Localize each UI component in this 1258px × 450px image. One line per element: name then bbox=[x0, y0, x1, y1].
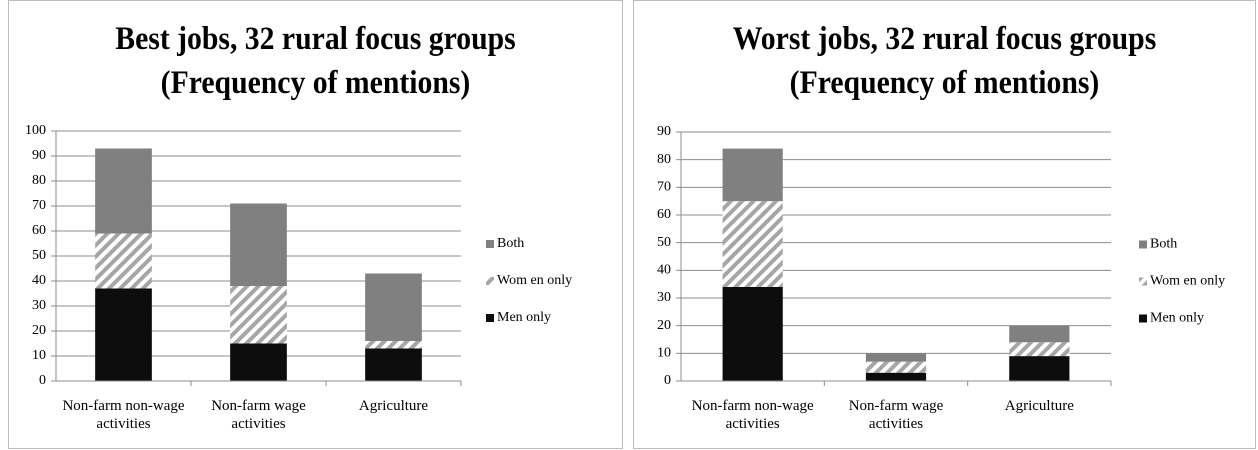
legend-label: Men only bbox=[1150, 311, 1204, 326]
bar-segment bbox=[722, 286, 783, 381]
legend-label: Men only bbox=[497, 310, 551, 325]
bar-segment bbox=[865, 372, 927, 381]
legend-marker bbox=[486, 314, 494, 322]
y-tick-label: 30 bbox=[657, 290, 671, 305]
y-tick-label: 70 bbox=[32, 198, 46, 213]
legend-marker bbox=[1139, 240, 1147, 249]
y-tick-label: 10 bbox=[32, 348, 46, 363]
y-tick-label: 40 bbox=[657, 263, 671, 278]
chart: 0 10 20 30 40 50 60 70 80 90 Both Wom en only Men on… bbox=[657, 124, 1225, 388]
y-tick-label: 0 bbox=[664, 373, 671, 388]
y-tick-label: 100 bbox=[25, 123, 46, 138]
y-tick-label: 30 bbox=[32, 298, 46, 313]
x-tick-label: Non-farm non-wage activities bbox=[691, 398, 814, 432]
bar-segment bbox=[365, 273, 422, 341]
bar-segment bbox=[230, 203, 287, 286]
x-tick-label: Non-farm wage activities bbox=[211, 398, 306, 432]
bar-segment bbox=[865, 353, 927, 362]
bar-segment bbox=[865, 361, 927, 373]
legend-label: Both bbox=[497, 236, 524, 251]
y-tick-label: 20 bbox=[32, 323, 46, 338]
y-tick-label: 0 bbox=[39, 373, 46, 388]
chart-panel: 0 10 20 30 40 50 60 70 80 90 100 Both Wom en only Men… bbox=[8, 0, 623, 449]
bar-segment bbox=[95, 233, 152, 289]
legend-marker bbox=[1139, 277, 1147, 286]
bar-segment bbox=[95, 148, 152, 234]
legend-marker bbox=[486, 240, 494, 248]
y-tick-label: 80 bbox=[32, 173, 46, 188]
bar-segment bbox=[95, 288, 152, 381]
bar-segment bbox=[1009, 356, 1070, 381]
y-tick-label: 10 bbox=[657, 346, 671, 361]
y-tick-label: 80 bbox=[657, 152, 671, 167]
legend-marker bbox=[1139, 314, 1147, 323]
bar-segment bbox=[1009, 325, 1070, 343]
y-tick-label: 40 bbox=[32, 273, 46, 288]
bar-segment bbox=[230, 286, 287, 344]
y-tick-label: 20 bbox=[657, 318, 671, 333]
x-tick-label: Non-farm non-wage activities bbox=[62, 398, 185, 432]
y-tick-label: 50 bbox=[657, 235, 671, 250]
chart-panel: 0 10 20 30 40 50 60 70 80 90 Both Wom en only Men on… bbox=[633, 0, 1256, 449]
chart-title: Best jobs, 32 rural focus groups (Freque… bbox=[115, 21, 516, 101]
bar-segment bbox=[722, 201, 783, 287]
bar-segment bbox=[230, 343, 287, 381]
y-tick-label: 90 bbox=[657, 124, 671, 139]
bar-segment bbox=[1009, 342, 1070, 357]
y-tick-label: 60 bbox=[32, 223, 46, 238]
chart-title: Worst jobs, 32 rural focus groups (Frequ… bbox=[732, 21, 1157, 101]
legend-label: Wom en only bbox=[497, 273, 572, 288]
bar-segment bbox=[365, 348, 422, 381]
y-tick-label: 50 bbox=[32, 248, 46, 263]
x-tick-label: Agriculture bbox=[1004, 398, 1074, 414]
bar-segment bbox=[365, 341, 422, 349]
bar-segment bbox=[722, 148, 783, 202]
x-tick-label: Agriculture bbox=[358, 398, 429, 414]
legend-label: Wom en only bbox=[1150, 274, 1225, 289]
y-tick-label: 60 bbox=[657, 207, 671, 222]
legend-marker bbox=[486, 277, 494, 285]
y-tick-label: 70 bbox=[657, 180, 671, 195]
chart: 0 10 20 30 40 50 60 70 80 90 100 Both Wom en only Men… bbox=[25, 123, 572, 388]
y-tick-label: 90 bbox=[32, 148, 46, 163]
x-tick-label: Non-farm wage activities bbox=[848, 398, 944, 432]
legend-label: Both bbox=[1150, 237, 1177, 252]
